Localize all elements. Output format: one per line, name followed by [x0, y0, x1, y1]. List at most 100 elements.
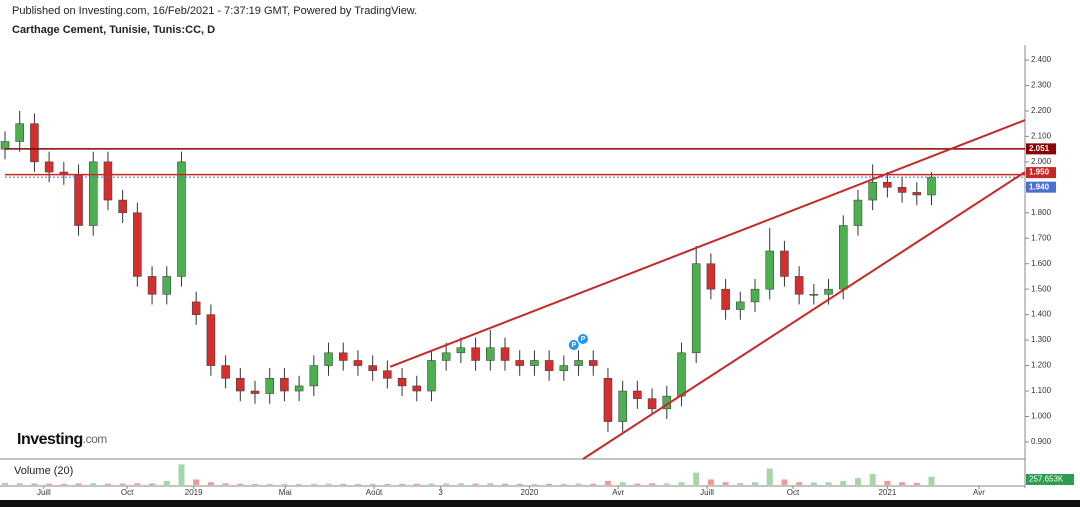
volume-bar	[546, 483, 553, 485]
candle-body	[368, 365, 377, 371]
candle-body	[103, 161, 113, 201]
candle-body	[133, 212, 142, 277]
x-tick-label: Oct	[787, 488, 800, 497]
candle-body	[309, 365, 319, 387]
x-tick-label: 2020	[521, 488, 539, 497]
volume-bar	[899, 482, 906, 485]
volume-bar	[869, 474, 876, 485]
candle-body	[0, 141, 10, 150]
candle-body	[912, 192, 922, 196]
candle-body	[353, 360, 363, 366]
volume-bar	[737, 482, 744, 485]
volume-bar	[266, 483, 273, 485]
candle-body	[868, 181, 877, 201]
x-tick-label: 3	[438, 488, 443, 497]
candle-body	[883, 181, 892, 188]
published-note: Published on Investing.com, 16/Feb/2021 …	[12, 5, 417, 17]
y-tick-label: 2.100	[1031, 132, 1052, 141]
trend-line	[389, 119, 1026, 368]
candle-body	[294, 385, 304, 392]
candle-body	[736, 301, 745, 310]
volume-bar	[296, 484, 303, 485]
y-tick-label: 1.300	[1031, 335, 1052, 344]
x-tick-label: Mai	[279, 488, 292, 497]
candle-body	[265, 378, 274, 394]
symbol-title: Carthage Cement, Tunisie, Tunis:CC, D	[12, 24, 215, 36]
event-marker-label: P	[571, 342, 576, 349]
volume-bar	[884, 480, 891, 485]
candle-body	[338, 352, 348, 361]
volume-bar	[810, 482, 817, 485]
candle-body	[839, 225, 848, 290]
candle-body	[574, 360, 583, 366]
level-label-box	[1026, 143, 1056, 155]
candle-body	[236, 378, 245, 392]
y-tick-label: 2.300	[1031, 81, 1052, 90]
volume-bar	[340, 483, 347, 485]
candle-body	[118, 199, 127, 214]
volume-bar	[663, 483, 670, 485]
candle-body	[677, 352, 686, 397]
volume-bar	[516, 483, 523, 485]
bottom-bar	[0, 500, 1080, 507]
volume-bar	[354, 484, 361, 485]
candle-body	[250, 390, 260, 394]
candle-body	[456, 347, 466, 354]
y-tick-label: 1.000	[1031, 412, 1052, 421]
candle-body	[647, 398, 657, 410]
volume-bar	[693, 472, 700, 485]
volume-bar	[531, 484, 538, 485]
candle-body	[147, 276, 157, 295]
candle-body	[721, 288, 730, 310]
volume-bar	[472, 483, 479, 485]
volume-bar	[384, 484, 391, 485]
y-tick-label: 2.200	[1031, 106, 1052, 115]
volume-bar	[2, 482, 8, 485]
candle-body	[809, 294, 819, 296]
candle-body	[177, 161, 186, 277]
candle-body	[44, 161, 54, 173]
logo-brand: Investing	[17, 431, 83, 448]
volume-bar	[678, 482, 685, 485]
candle-body	[427, 360, 436, 392]
volume-bar	[31, 483, 38, 485]
level-label: 2.051	[1029, 144, 1050, 153]
candle-body	[530, 360, 539, 366]
candle-body	[191, 301, 201, 315]
candle-body	[486, 347, 495, 361]
logo-suffix: .com	[83, 432, 108, 446]
candle-body	[544, 360, 554, 371]
y-tick-label: 1.500	[1031, 284, 1052, 293]
candle-body	[280, 378, 289, 392]
trend-line	[582, 171, 1026, 460]
volume-label-box	[1026, 474, 1074, 485]
candle-body	[324, 352, 333, 366]
candle-body	[88, 161, 98, 226]
candle-body	[74, 174, 83, 226]
event-marker	[577, 334, 588, 344]
candle-body	[824, 288, 833, 295]
volume-bar	[16, 483, 23, 485]
y-tick-label: 1.700	[1031, 233, 1052, 242]
volume-bar	[913, 482, 920, 485]
candle-body	[633, 390, 642, 399]
volume-bar	[104, 483, 111, 485]
level-label: 1.950	[1029, 168, 1050, 177]
candle-body	[853, 199, 863, 226]
volume-bar	[707, 479, 714, 485]
event-marker-label: P	[581, 336, 586, 343]
volume-bar	[134, 483, 141, 485]
candle-body	[500, 347, 510, 361]
volume-bar	[178, 464, 185, 485]
y-tick-label: 1.600	[1031, 259, 1052, 268]
level-label-box	[1026, 167, 1056, 179]
candle-body	[603, 378, 613, 422]
volume-bar	[237, 483, 244, 485]
event-marker	[568, 340, 579, 350]
candle-body	[412, 385, 422, 392]
volume-bar	[752, 482, 759, 485]
y-tick-label: 1.400	[1031, 310, 1052, 319]
candle-body	[515, 360, 524, 366]
candle-body	[897, 187, 907, 193]
